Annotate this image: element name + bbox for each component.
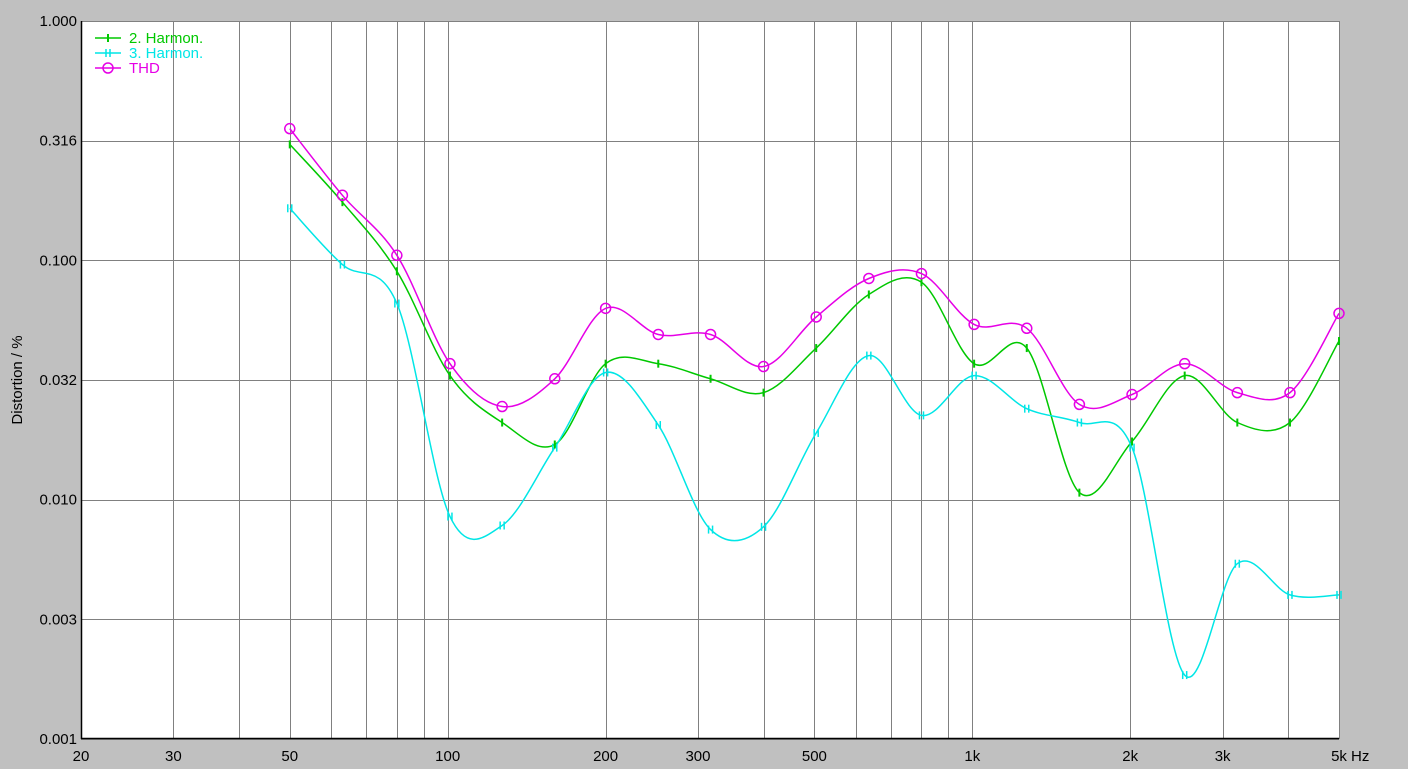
data-point-3-harmon xyxy=(813,428,819,437)
data-point-3-harmon xyxy=(1336,590,1342,599)
y-tick-label: 0.032 xyxy=(39,372,77,389)
data-point-thd xyxy=(444,357,456,370)
data-point-3-harmon xyxy=(339,260,346,269)
legend-swatch-marker xyxy=(105,49,111,57)
data-point-3-harmon xyxy=(1287,590,1293,599)
data-point-3-harmon xyxy=(1076,418,1083,427)
legend-item-2-harmon: 2. Harmon. xyxy=(95,30,203,47)
legend-item-3-harmon: 3. Harmon. xyxy=(95,45,203,62)
data-point-3-harmon xyxy=(760,522,767,531)
data-point-3-harmon xyxy=(866,351,872,360)
x-tick-label: 100 xyxy=(435,748,460,765)
data-point-thd xyxy=(863,272,875,285)
y-axis-label: Distortion / % xyxy=(9,335,26,424)
x-axis-unit-label: Hz xyxy=(1351,748,1369,765)
data-point-thd xyxy=(599,302,612,315)
x-tick-label: 50 xyxy=(281,748,298,765)
data-point-thd xyxy=(1021,322,1033,335)
x-tick-label: 300 xyxy=(685,748,710,765)
legend-label: 2. Harmon. xyxy=(129,30,203,47)
series-line-thd xyxy=(289,128,1340,410)
legend-label: THD xyxy=(129,60,160,77)
data-point-3-harmon xyxy=(1181,671,1188,680)
data-point-thd xyxy=(652,328,665,341)
data-point-3-harmon xyxy=(499,521,505,530)
data-point-thd xyxy=(1178,357,1191,370)
x-tick-label: 3k xyxy=(1215,748,1231,765)
data-point-thd xyxy=(1073,398,1086,411)
data-point-3-harmon xyxy=(1129,443,1135,452)
y-tick-label: 1.000 xyxy=(39,13,77,30)
grid xyxy=(81,21,1340,740)
legend-swatch-marker xyxy=(102,62,114,74)
data-point-3-harmon xyxy=(655,421,662,430)
data-point-thd xyxy=(284,122,296,135)
x-tick-label: 30 xyxy=(165,748,182,765)
y-tick-label: 0.001 xyxy=(39,731,77,748)
series-line-3-harmon xyxy=(289,207,1340,678)
data-point-thd xyxy=(549,373,561,385)
series-markers xyxy=(284,122,1345,680)
x-tick-label: 500 xyxy=(802,748,827,765)
x-tick-label: 2k xyxy=(1122,748,1138,765)
legend-item-thd: THD xyxy=(95,60,160,77)
data-point-thd xyxy=(496,400,508,413)
data-point-thd xyxy=(968,318,980,331)
y-tick-label: 0.010 xyxy=(39,492,77,509)
axes xyxy=(80,21,1339,740)
data-point-thd xyxy=(915,267,928,280)
y-tick-label: 0.316 xyxy=(39,133,77,150)
data-point-3-harmon xyxy=(1024,404,1030,413)
data-point-3-harmon xyxy=(447,512,453,521)
data-point-3-harmon xyxy=(602,368,609,377)
data-point-thd xyxy=(757,360,770,373)
series-lines xyxy=(289,128,1340,678)
data-point-3-harmon xyxy=(1234,559,1241,568)
data-point-thd xyxy=(1231,386,1244,399)
legend-label: 3. Harmon. xyxy=(129,45,203,62)
data-point-3-harmon xyxy=(287,204,293,213)
y-tick-label: 0.100 xyxy=(39,252,77,269)
x-tick-label: 200 xyxy=(593,748,618,765)
data-point-3-harmon xyxy=(707,525,714,534)
data-point-thd xyxy=(704,328,717,341)
y-tick-label: 0.003 xyxy=(39,611,77,628)
x-tick-label: 1k xyxy=(964,748,980,765)
x-tick-label: 5k xyxy=(1331,748,1347,765)
legend: 2. Harmon.3. Harmon.THD xyxy=(95,30,203,77)
data-point-thd xyxy=(336,189,349,202)
data-point-3-harmon xyxy=(394,299,400,308)
data-point-3-harmon xyxy=(918,411,925,420)
data-point-3-harmon xyxy=(971,371,977,380)
data-point-thd xyxy=(1126,388,1138,401)
data-point-3-harmon xyxy=(552,443,558,452)
data-point-thd xyxy=(1284,386,1296,399)
data-point-thd xyxy=(391,249,403,262)
x-tick-label: 20 xyxy=(73,748,90,765)
data-point-thd xyxy=(810,311,822,323)
data-point-thd xyxy=(1333,307,1345,320)
series-line-2-harmon xyxy=(289,143,1340,497)
